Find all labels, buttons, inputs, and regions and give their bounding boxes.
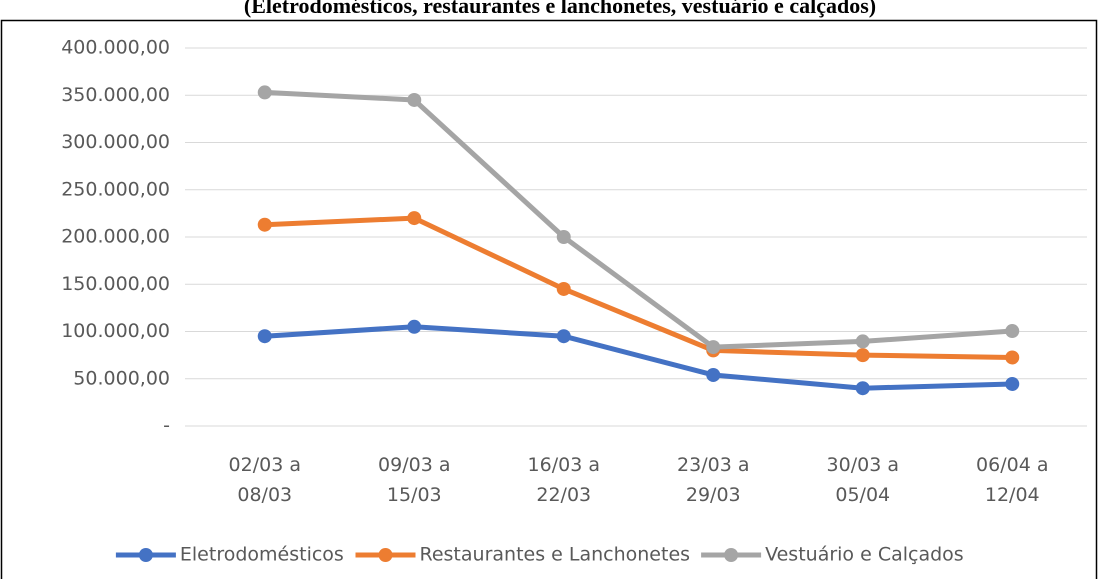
x-tick-label: 23/03 a 29/03 [677, 454, 749, 506]
series-line [264, 215, 1013, 360]
legend-marker [138, 548, 153, 562]
x-tick-label: 02/03 a 08/03 [229, 454, 301, 506]
series-line [264, 324, 1013, 391]
series-marker [855, 348, 870, 363]
legend-label: Restaurantes e Lanchonetes [420, 544, 691, 566]
chart-title: (Eletrodomésticos, restaurantes e lancho… [244, 0, 876, 18]
x-tick-label: 16/03 a 22/03 [528, 454, 600, 506]
series-marker [257, 85, 272, 100]
y-tick-label: - [163, 415, 170, 437]
legend-marker [378, 548, 393, 562]
x-tick-label: 09/03 a 15/03 [378, 454, 450, 506]
y-tick-label: 50.000,00 [73, 367, 170, 389]
series-marker [706, 340, 721, 355]
y-tick-label: 400.000,00 [61, 37, 170, 59]
y-tick-label: 300.000,00 [61, 131, 170, 153]
series-marker [855, 381, 870, 396]
series-marker [257, 217, 272, 232]
y-tick-label: 200.000,00 [61, 226, 170, 248]
series-line [264, 89, 1013, 350]
y-tick-label: 250.000,00 [61, 178, 170, 200]
y-tick-label: 150.000,00 [61, 273, 170, 295]
series-marker [407, 92, 422, 107]
legend-label: Eletrodomésticos [180, 544, 344, 566]
series-marker [1005, 324, 1020, 339]
legend-label: Vestuário e Calçados [765, 544, 964, 566]
series-marker [556, 281, 571, 296]
series-marker [257, 329, 272, 344]
series-marker [855, 334, 870, 349]
y-tick-label: 100.000,00 [61, 320, 170, 342]
series-marker [1005, 376, 1020, 391]
x-tick-label: 06/04 a 12/04 [976, 454, 1048, 506]
x-tick-label: 30/03 a 05/04 [827, 454, 899, 506]
series-marker [407, 319, 422, 334]
chart-frame [0, 19, 1098, 579]
legend-marker [724, 548, 739, 562]
series-marker [407, 211, 422, 226]
series-marker [556, 329, 571, 344]
series-marker [1005, 350, 1020, 365]
series-marker [706, 367, 721, 382]
series-marker [556, 230, 571, 244]
y-tick-label: 350.000,00 [61, 84, 170, 106]
